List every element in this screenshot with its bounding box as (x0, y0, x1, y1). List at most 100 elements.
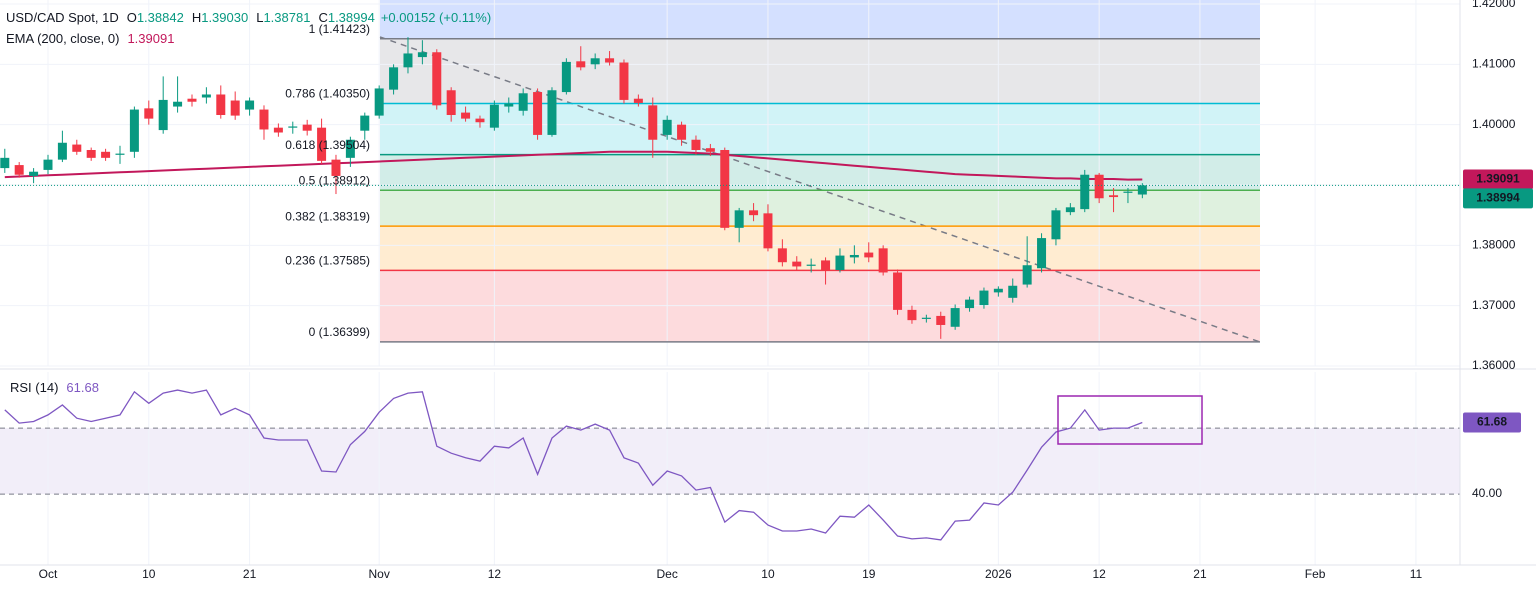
candle-body (590, 58, 600, 65)
ohlc-prefix: C (318, 10, 327, 25)
candle-body (187, 98, 197, 102)
candle-body (705, 148, 715, 152)
candle-body (950, 308, 960, 327)
candle-body (389, 67, 399, 90)
ema-legend: EMA (200, close, 0) 1.39091 (6, 31, 174, 46)
ohlc-prefix: L (256, 10, 263, 25)
candle-body (965, 299, 975, 309)
candle-body (907, 309, 917, 321)
fib-zone (380, 38, 1260, 104)
candle-body (749, 210, 759, 216)
candle-body (1008, 285, 1018, 298)
candle-body (504, 103, 514, 107)
candle-body (993, 288, 1003, 293)
candle-body (432, 52, 442, 106)
candle-body (216, 94, 226, 116)
x-tick-label: 12 (488, 567, 502, 581)
candle-body (662, 119, 672, 135)
x-tick-label: 12 (1092, 567, 1106, 581)
chart-title: USD/CAD Spot, 1D O1.38842 H1.39030 L1.38781… (6, 10, 491, 25)
candle-body (417, 52, 427, 58)
candle-body (201, 94, 211, 98)
candle-body (1109, 195, 1119, 198)
candle-body (302, 124, 312, 131)
candle-body (806, 264, 816, 266)
candle-body (605, 58, 615, 63)
candle-body (173, 101, 183, 107)
fib-extension-zone (380, 0, 1260, 39)
y-tick-label: 1.36000 (1472, 358, 1516, 372)
change: +0.00152 (+0.11%) (381, 10, 491, 25)
ema-name: EMA (200, close, 0) (6, 31, 119, 46)
candle-body (86, 149, 96, 158)
candle-body (921, 317, 931, 319)
price-badge-text: 1.38994 (1476, 191, 1520, 205)
candle-body (1051, 210, 1061, 240)
zones (0, 0, 1460, 495)
candle-body (489, 104, 499, 128)
fib-label: 0.618 (1.39504) (285, 138, 370, 152)
candle-body (691, 139, 701, 150)
title: USD/CAD Spot, 1D (6, 10, 119, 25)
ohlc-value: 1.38842 (137, 10, 184, 25)
rsi-badge-text: 61.68 (1477, 415, 1507, 429)
ohlc-value: 1.38994 (328, 10, 375, 25)
marks (0, 37, 1460, 541)
candle-body (1022, 265, 1032, 285)
candle-body (648, 105, 658, 140)
y-tick-label: 1.42000 (1472, 0, 1516, 10)
candle-body (317, 127, 327, 161)
candle-body (245, 100, 255, 110)
labels: Oct 10 21 Nov 12 Dec 10 19 2026 12 21 Feb 11 1.42000 1… (6, 0, 1533, 581)
candle-body (0, 157, 10, 169)
candle-body (763, 213, 773, 249)
candle-body (893, 272, 903, 310)
ohlc-value: 1.38781 (263, 10, 310, 25)
fib-label: 1 (1.41423) (309, 22, 370, 36)
candle-body (331, 159, 341, 176)
candle-body (446, 90, 456, 116)
x-tick-label: Nov (369, 567, 390, 581)
candle-body (101, 151, 111, 158)
candle-body (115, 153, 125, 155)
rsi-band (0, 428, 1460, 495)
candle-body (1137, 185, 1147, 195)
candle-body (475, 118, 485, 123)
y-tick-label: 1.41000 (1472, 56, 1516, 70)
x-tick-label: 11 (1410, 567, 1423, 581)
candle-body (849, 254, 859, 258)
candle-body (1037, 238, 1047, 269)
fib-label: 0.236 (1.37585) (285, 254, 370, 268)
rsi-line (4, 389, 1143, 541)
price-badge (1463, 188, 1533, 209)
candle-body (57, 142, 67, 160)
candle-body (43, 159, 53, 170)
ohlc-value: 1.39030 (201, 10, 248, 25)
fib-zone (380, 103, 1260, 155)
x-tick-label: 19 (862, 567, 876, 581)
candle-body (461, 112, 471, 119)
x-tick-label: 2026 (985, 567, 1012, 581)
fib-label: 0.5 (1.38912) (299, 173, 370, 187)
x-tick-label: 21 (243, 567, 257, 581)
candle-body (835, 255, 845, 271)
x-tick-label: 21 (1193, 567, 1207, 581)
x-tick-label: Feb (1305, 567, 1326, 581)
candle-body (158, 99, 168, 131)
ohlc-prefix: H (192, 10, 201, 25)
candle-body (533, 92, 543, 135)
y-tick-label: 40.00 (1472, 486, 1502, 500)
candle-body (864, 252, 874, 258)
fib-label: 0.382 (1.38319) (285, 209, 370, 223)
candle-body (403, 53, 413, 68)
highlight-box (1057, 395, 1203, 445)
candle-body (547, 90, 557, 135)
candle-body (129, 109, 139, 152)
candle-body (144, 108, 154, 119)
candle-body (360, 115, 370, 131)
candle-body (878, 248, 888, 273)
candle-body (576, 61, 586, 68)
candle-body (821, 260, 831, 271)
